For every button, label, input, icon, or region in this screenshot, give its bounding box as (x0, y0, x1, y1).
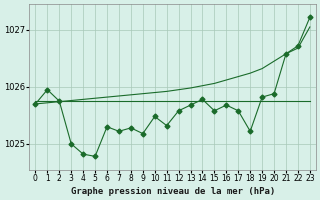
X-axis label: Graphe pression niveau de la mer (hPa): Graphe pression niveau de la mer (hPa) (70, 187, 275, 196)
